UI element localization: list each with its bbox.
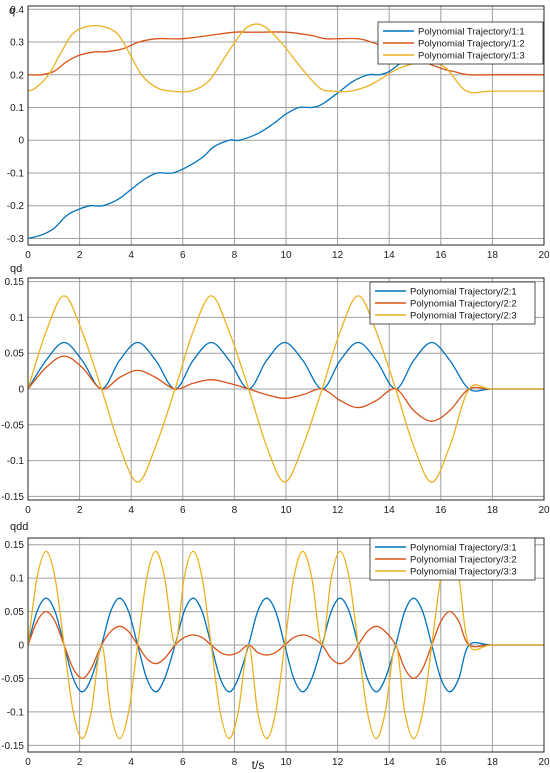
- x-tick-label: 12: [332, 505, 344, 516]
- x-tick-label: 4: [128, 757, 134, 768]
- x-tick-label: 14: [384, 250, 396, 261]
- series-line-3: [28, 23, 544, 94]
- axes-frame: [27, 537, 545, 753]
- y-tick-label: -0.05: [1, 674, 24, 685]
- legend-entry: Polynomial Trajectory/3:1: [410, 542, 517, 553]
- y-tick-label: 0.15: [5, 277, 25, 288]
- series-group: [28, 550, 544, 740]
- legend-entry: Polynomial Trajectory/1:1: [418, 26, 525, 37]
- y-tick-label: -0.1: [7, 456, 25, 467]
- y-tick-label: 0.05: [5, 349, 25, 360]
- x-tick-label: 0: [25, 505, 31, 516]
- y-tick-label: 0: [18, 641, 24, 652]
- legend-entry: Polynomial Trajectory/2:1: [410, 286, 517, 297]
- y-tick-label: 0.15: [5, 540, 25, 551]
- y-tick-label: 0.2: [10, 70, 24, 81]
- x-tick-label: 2: [77, 505, 83, 516]
- x-tick-label: 16: [435, 505, 447, 516]
- y-tick-label: -0.3: [7, 234, 25, 245]
- chart-panel-2: 0 2 4 6 8 10 12 14 16 18 20 -0.15 -0.1 -0.05 0 0.05 0.1 0…: [1, 263, 550, 516]
- x-tick-label: 20: [538, 757, 550, 768]
- x-tick-label: 2: [77, 757, 83, 768]
- legend-entry: Polynomial Trajectory/3:3: [410, 566, 517, 577]
- y-tick-label: 0.1: [10, 313, 24, 324]
- y-tick-label: -0.05: [1, 420, 24, 431]
- x-tick-label: 6: [180, 250, 186, 261]
- legend-entry: Polynomial Trajectory/2:2: [410, 298, 517, 309]
- x-tick-label: 10: [280, 250, 292, 261]
- series-line-2: [28, 355, 544, 422]
- legend-entry: Polynomial Trajectory/1:2: [418, 38, 525, 49]
- y-tick-label: 0.1: [10, 574, 24, 585]
- x-tick-label: 6: [180, 505, 186, 516]
- y-axis-label: q: [9, 5, 15, 17]
- series-line-1: [28, 597, 544, 693]
- x-tick-label: 14: [384, 757, 396, 768]
- chart-panel-3: 0 2 4 6 8 10 12 14 16 18 20 -0.15 -0.1 -0.05 0 0.05 0.1 0…: [1, 521, 550, 768]
- y-tick-label: 0.3: [10, 38, 24, 49]
- x-tick-label: 10: [280, 505, 292, 516]
- y-tick-label: 0.05: [5, 607, 25, 618]
- x-tick-label: 20: [538, 505, 550, 516]
- x-tick-label: 8: [232, 250, 238, 261]
- x-tick-label: 6: [180, 757, 186, 768]
- x-tick-label: 4: [128, 250, 134, 261]
- y-tick-label: -0.1: [7, 168, 25, 179]
- series-line-3: [28, 295, 544, 483]
- legend-entry: Polynomial Trajectory/1:3: [418, 50, 525, 61]
- x-axis-label: t/s: [252, 758, 265, 772]
- chart-panel-1: 0 2 4 6 8 10 12 14 16 18 20 -0.3 -0.2 -0.1 0 0.1 0.2 0.3 0…: [7, 5, 550, 261]
- y-tick-label: -0.1: [7, 707, 25, 718]
- axes-frame: [27, 5, 545, 246]
- y-tick-label: -0.15: [1, 492, 24, 503]
- series-line-3: [28, 550, 544, 740]
- series-line-2: [28, 610, 544, 680]
- y-axis-label: qdd: [10, 521, 28, 533]
- x-tick-label: 16: [435, 757, 447, 768]
- y-tick-label: 0: [18, 136, 24, 147]
- axes-frame: [27, 277, 545, 501]
- x-tick-label: 16: [435, 250, 447, 261]
- y-tick-label: 0: [18, 385, 24, 396]
- x-tick-label: 2: [77, 250, 83, 261]
- y-tick-label: -0.2: [7, 201, 25, 212]
- x-tick-label: 18: [487, 757, 499, 768]
- x-tick-label: 18: [487, 250, 499, 261]
- x-tick-label: 0: [25, 250, 31, 261]
- y-axis-label: qd: [10, 263, 22, 275]
- series-line-1: [28, 341, 544, 392]
- x-tick-label: 18: [487, 505, 499, 516]
- chart-panels: 0 2 4 6 8 10 12 14 16 18 20-0.3-0.2-0.100.10.20.30…: [1, 5, 550, 768]
- series-group: [28, 295, 544, 483]
- y-tick-label: 0.1: [10, 103, 24, 114]
- x-tick-label: 12: [332, 757, 344, 768]
- y-tick-label: -0.15: [1, 741, 24, 752]
- legend-entry: Polynomial Trajectory/2:3: [410, 310, 517, 321]
- x-tick-label: 8: [232, 505, 238, 516]
- legend-entry: Polynomial Trajectory/3:2: [410, 554, 517, 565]
- x-tick-label: 8: [232, 757, 238, 768]
- x-tick-label: 0: [25, 757, 31, 768]
- x-tick-label: 12: [332, 250, 344, 261]
- x-tick-label: 14: [384, 505, 396, 516]
- x-tick-label: 20: [538, 250, 550, 261]
- x-tick-label: 4: [128, 505, 134, 516]
- y-tick-label: 0.4: [10, 5, 24, 16]
- x-tick-label: 10: [280, 757, 292, 768]
